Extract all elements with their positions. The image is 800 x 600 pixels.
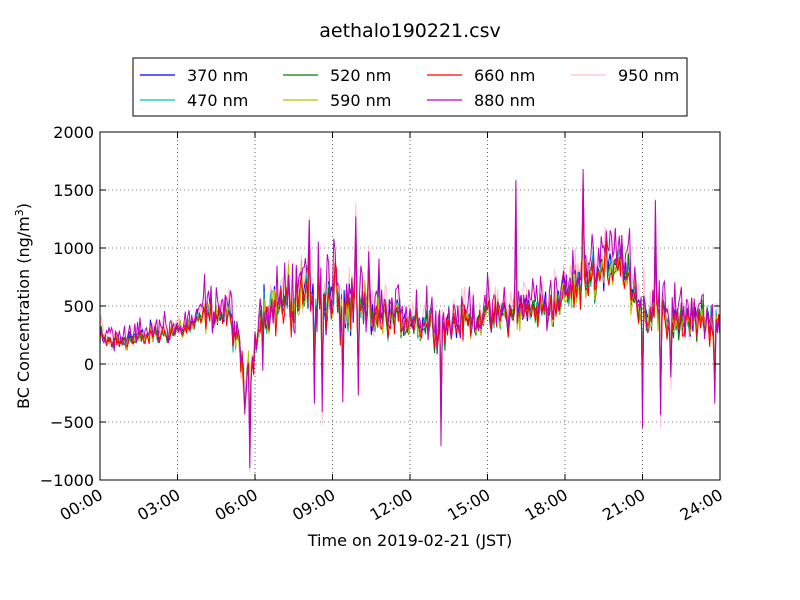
y-tick-label: −500 <box>50 413 94 432</box>
legend-label: 370 nm <box>187 66 248 85</box>
legend-label: 880 nm <box>474 91 535 110</box>
x-axis-label: Time on 2019-02-21 (JST) <box>307 531 512 550</box>
y-tick-label: 1000 <box>53 239 94 258</box>
legend: 370 nm 470 nm 520 nm 590 nm 660 nm 880 nm 950 … <box>132 57 688 117</box>
y-axis-label: BC Concentration (ng/m3) <box>13 203 33 409</box>
y-tick-label: 500 <box>63 297 94 316</box>
y-tick-label: 2000 <box>53 123 94 142</box>
legend-label: 590 nm <box>330 91 391 110</box>
legend-label: 520 nm <box>330 66 391 85</box>
y-axis-label-superscript: 3 <box>13 209 26 216</box>
series-line-880-nm <box>100 168 720 469</box>
y-tick-label: 1500 <box>53 181 94 200</box>
legend-label: 660 nm <box>474 66 535 85</box>
y-tick-label: −1000 <box>40 471 94 490</box>
legend-label: 470 nm <box>187 91 248 110</box>
chart-title: aethalo190221.csv <box>319 20 501 42</box>
y-axis-label-main: BC Concentration (ng/m <box>14 216 33 409</box>
y-tick-label: 0 <box>84 355 94 374</box>
y-axis-label-tail: ) <box>14 203 33 209</box>
legend-box <box>132 57 688 117</box>
legend-label: 950 nm <box>618 66 679 85</box>
